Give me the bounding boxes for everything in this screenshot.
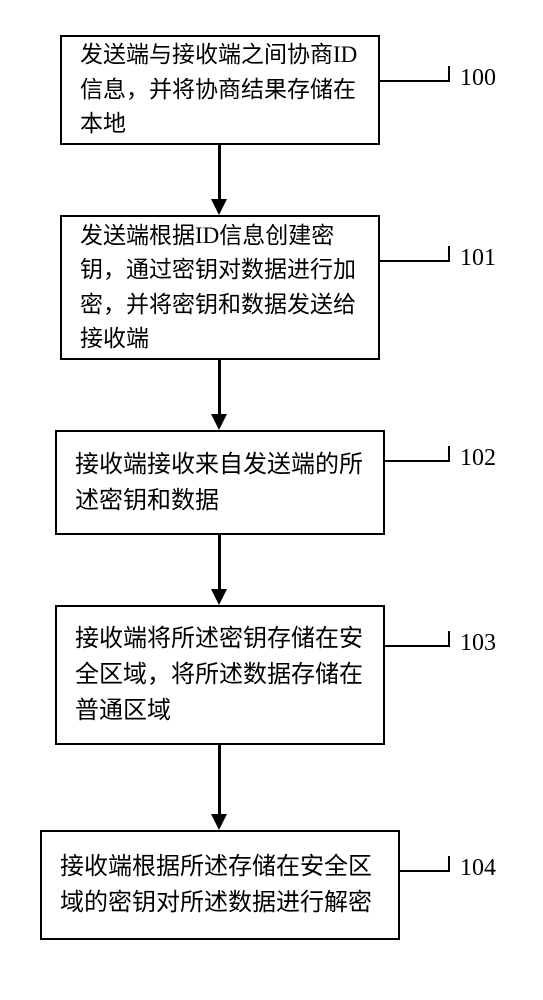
label-line-4 (385, 645, 450, 647)
label-tick-2 (448, 246, 450, 260)
flowchart-node-2: 发送端根据ID信息创建密钥，通过密钥对数据进行加密，并将密钥和数据发送给接收端 (60, 215, 380, 360)
label-tick-4 (448, 631, 450, 645)
arrow-4-line (218, 745, 221, 814)
label-tick-5 (448, 856, 450, 870)
arrow-4-head (211, 814, 227, 830)
node-1-text: 发送端与接收端之间协商ID信息，并将协商结果存储在本地 (80, 38, 360, 142)
arrow-3-head (211, 589, 227, 605)
label-line-5 (400, 870, 450, 872)
flowchart-node-1: 发送端与接收端之间协商ID信息，并将协商结果存储在本地 (60, 35, 380, 145)
flowchart-container: 发送端与接收端之间协商ID信息，并将协商结果存储在本地 100 发送端根据ID信… (0, 0, 543, 1000)
arrow-2-head (211, 414, 227, 430)
node-1-label: 100 (460, 65, 496, 92)
label-line-2 (380, 260, 450, 262)
flowchart-node-5: 接收端根据所述存储在安全区域的密钥对所述数据进行解密 (40, 830, 400, 940)
node-2-label: 101 (460, 245, 496, 272)
label-tick-3 (448, 446, 450, 460)
arrow-2-line (218, 360, 221, 414)
node-5-label: 104 (460, 855, 496, 882)
node-3-text: 接收端接收来自发送端的所述密钥和数据 (75, 447, 365, 519)
label-line-3 (385, 460, 450, 462)
node-5-text: 接收端根据所述存储在安全区域的密钥对所述数据进行解密 (60, 849, 380, 921)
flowchart-node-3: 接收端接收来自发送端的所述密钥和数据 (55, 430, 385, 535)
node-4-label: 103 (460, 630, 496, 657)
node-3-label: 102 (460, 445, 496, 472)
arrow-3-line (218, 535, 221, 589)
node-4-text: 接收端将所述密钥存储在安全区域，将所述数据存储在普通区域 (75, 621, 365, 729)
arrow-1-head (211, 199, 227, 215)
node-2-text: 发送端根据ID信息创建密钥，通过密钥对数据进行加密，并将密钥和数据发送给接收端 (80, 219, 360, 357)
arrow-1-line (218, 145, 221, 199)
label-line-1 (380, 80, 450, 82)
label-tick-1 (448, 66, 450, 80)
flowchart-node-4: 接收端将所述密钥存储在安全区域，将所述数据存储在普通区域 (55, 605, 385, 745)
